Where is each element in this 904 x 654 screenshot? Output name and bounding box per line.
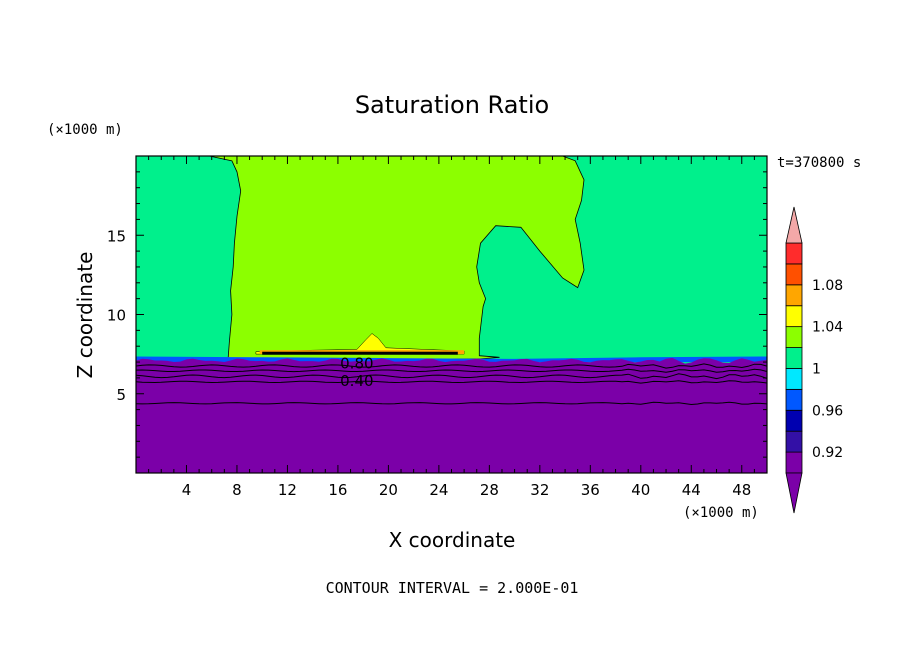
colorbar-band [785,368,803,390]
y-tick-label: 15 [107,227,126,245]
x-tick-label: 28 [480,481,499,499]
time-label: t=370800 s [777,155,861,171]
plot-area [135,155,768,474]
colorbar-label: 1.04 [812,320,843,336]
y-axis-label: Z coordinate [73,252,97,379]
colorbar-label: 1.08 [812,278,843,294]
y-axis-unit: (×1000 m) [47,122,123,138]
x-axis-label: X coordinate [389,528,516,552]
contour-line [135,373,768,380]
contour-line [135,363,768,369]
colorbar-label: 0.92 [812,445,843,461]
colorbar-band [785,305,803,328]
colorbar-over-triangle [785,206,803,244]
x-tick-label: 8 [232,481,242,499]
contour-line [135,380,768,384]
contour-interval-note: CONTOUR INTERVAL = 2.000E-01 [326,579,579,597]
colorbar-band [785,430,803,453]
y-tick-label: 5 [116,386,126,404]
x-tick-label: 36 [581,481,600,499]
x-tick-label: 4 [182,481,192,499]
y-tick-label: 10 [107,307,126,325]
colorbar-band [785,388,803,411]
axis-ticks [136,156,767,473]
inversion-layer [262,351,458,355]
colorbar-band [785,263,803,286]
colorbar-band [785,409,803,432]
colorbar-labels: 1.08 1.04 1 0.96 0.92 [812,278,843,461]
x-tick-label: 16 [328,481,347,499]
x-tick-label: 32 [530,481,549,499]
contour-label-080: 0.80 [340,355,373,373]
x-tick-labels: 4 8 12 16 20 24 28 32 36 40 44 48 [182,481,752,499]
x-tick-label: 44 [682,481,701,499]
contour-line [135,368,768,373]
colorbar-label: 0.96 [812,403,843,419]
colorbar-band [785,326,803,348]
colorbar-band [785,451,803,474]
x-axis-unit: (×1000 m) [683,505,759,521]
y-tick-labels: 5 10 15 [107,227,126,404]
contour-line [135,401,768,406]
contour-lines [135,363,768,406]
x-tick-label: 24 [429,481,448,499]
x-tick-label: 20 [379,481,398,499]
contour-label-040: 0.40 [340,372,373,390]
colorbar [785,206,803,514]
colorbar-band [785,284,803,307]
x-tick-label: 48 [732,481,751,499]
x-tick-label: 40 [631,481,650,499]
colorbar-band [785,242,803,265]
dry-region [136,357,767,473]
colorbar-under-triangle [785,472,803,514]
chart-title: Saturation Ratio [355,91,549,119]
colorbar-label: 1 [812,361,821,377]
colorbar-band [785,347,803,369]
x-tick-label: 12 [278,481,297,499]
saturated-region [209,155,585,360]
